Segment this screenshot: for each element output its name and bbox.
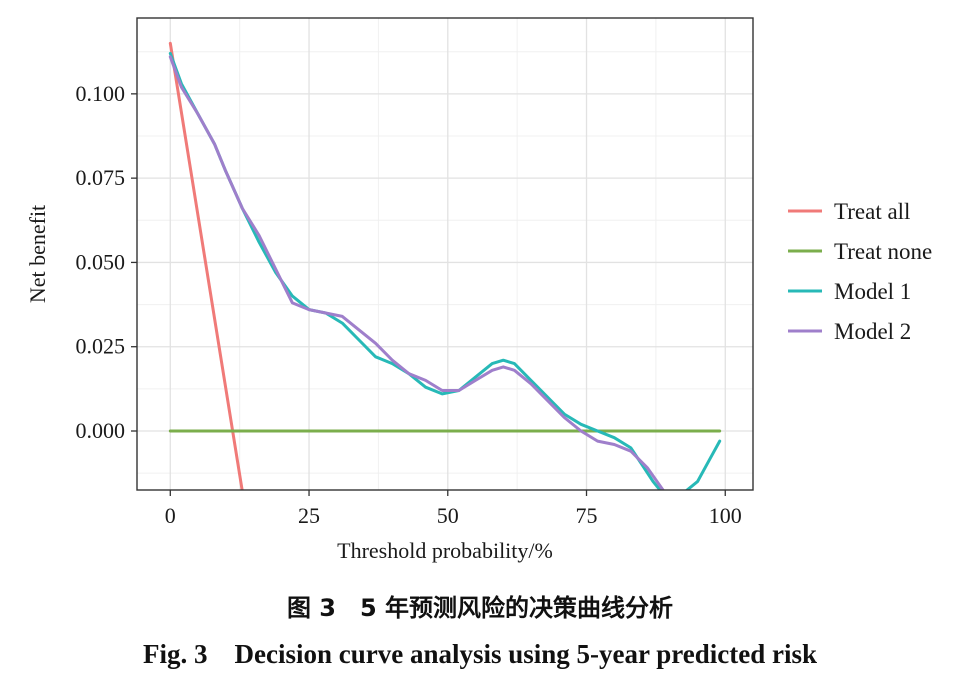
legend-label: Treat all — [834, 199, 910, 224]
legend-label: Treat none — [834, 239, 932, 264]
decision-curve-chart: 0 25 50 75 100 0.000 0.025 0.050 0.075 0.100 Thr… — [25, 17, 932, 563]
y-tick-label: 0.100 — [76, 81, 126, 106]
x-axis-title: Threshold probability/% — [337, 538, 553, 563]
series-lines — [168, 41, 722, 490]
plot-panel-border — [136, 17, 754, 491]
y-tick-label: 0.025 — [76, 334, 126, 359]
figure-caption-english: Fig. 3 Decision curve analysis using 5-y… — [143, 639, 817, 669]
series-line-treat-all — [168, 41, 244, 490]
x-axis: 0 25 50 75 100 — [165, 490, 742, 528]
legend-label: Model 1 — [834, 279, 911, 304]
x-tick-label: 50 — [437, 503, 459, 528]
x-tick-label: 75 — [576, 503, 598, 528]
figure-caption-chinese: 图 3 5 年预测风险的决策曲线分析 — [286, 594, 674, 622]
y-tick-label: 0.075 — [76, 165, 126, 190]
y-tick-label: 0.050 — [76, 249, 126, 274]
y-axis: 0.000 0.025 0.050 0.075 0.100 — [76, 81, 137, 443]
x-tick-label: 100 — [709, 503, 742, 528]
grid — [137, 18, 753, 490]
y-axis-title: Net benefit — [25, 205, 50, 303]
series-line-model-2 — [168, 55, 665, 490]
x-tick-label: 0 — [165, 503, 176, 528]
y-tick-label: 0.000 — [76, 418, 126, 443]
legend-label: Model 2 — [834, 319, 911, 344]
x-tick-label: 25 — [298, 503, 320, 528]
legend: Treat all Treat none Model 1 Model 2 — [788, 199, 932, 344]
